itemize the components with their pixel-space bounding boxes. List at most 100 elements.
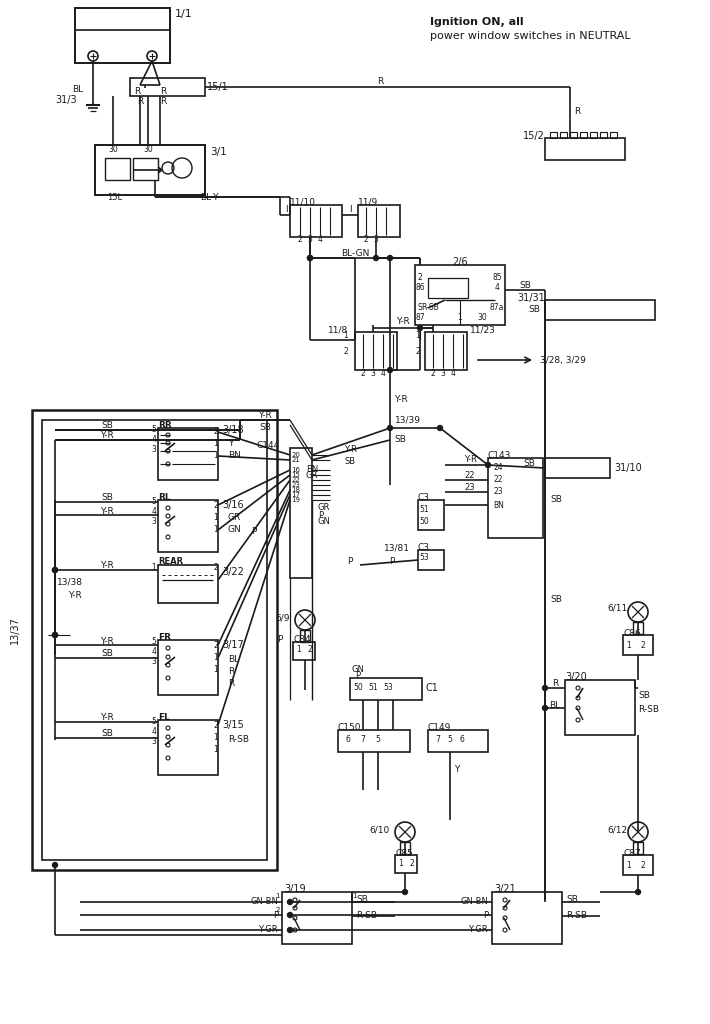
- Text: SB: SB: [101, 649, 113, 658]
- Text: 1: 1: [213, 525, 218, 535]
- Text: 1: 1: [213, 439, 218, 449]
- Bar: [158, 500, 218, 552]
- Bar: [42, 420, 267, 860]
- Circle shape: [542, 706, 547, 711]
- Text: GN-BN: GN-BN: [250, 897, 278, 906]
- Text: 11/10: 11/10: [290, 198, 316, 207]
- Text: 2: 2: [213, 563, 218, 572]
- Text: 5: 5: [151, 498, 156, 507]
- Text: P: P: [318, 511, 323, 519]
- Text: 3/22: 3/22: [222, 567, 244, 577]
- Circle shape: [53, 567, 58, 572]
- Text: 6: 6: [459, 735, 464, 744]
- Text: Y-R: Y-R: [344, 445, 356, 455]
- Text: 4: 4: [151, 727, 156, 736]
- Text: R-SB: R-SB: [421, 303, 439, 312]
- Text: 6/9: 6/9: [275, 613, 290, 623]
- Circle shape: [53, 862, 58, 867]
- Text: GR: GR: [318, 504, 330, 512]
- Text: 24: 24: [493, 464, 503, 472]
- Text: GN: GN: [228, 525, 241, 535]
- Text: 13/37: 13/37: [10, 616, 20, 644]
- Text: P: P: [347, 557, 353, 566]
- Text: 1: 1: [297, 645, 301, 654]
- Bar: [400, 842, 410, 854]
- Text: 3/20: 3/20: [565, 672, 586, 682]
- Text: Y-R: Y-R: [100, 637, 114, 645]
- Text: 2: 2: [410, 859, 415, 868]
- Text: 1: 1: [213, 513, 218, 522]
- Text: BL-GN: BL-GN: [341, 250, 369, 258]
- Bar: [395, 855, 417, 873]
- Text: 3: 3: [151, 657, 156, 667]
- Text: 31/3: 31/3: [55, 95, 77, 105]
- Text: GR: GR: [228, 513, 241, 522]
- Text: 23: 23: [292, 482, 300, 488]
- Text: 6: 6: [346, 735, 351, 744]
- Text: BL: BL: [228, 655, 239, 665]
- Bar: [290, 205, 342, 237]
- Bar: [355, 332, 397, 370]
- Text: 6/10: 6/10: [370, 825, 390, 835]
- Text: C86: C86: [623, 629, 640, 638]
- Text: 3/28, 3/29: 3/28, 3/29: [540, 355, 586, 365]
- Text: FR: FR: [158, 633, 171, 641]
- Text: 1: 1: [415, 332, 420, 341]
- Bar: [158, 640, 218, 695]
- Text: Y-R: Y-R: [394, 395, 408, 404]
- Bar: [75, 8, 170, 63]
- Bar: [488, 458, 543, 538]
- Text: 15L: 15L: [107, 193, 123, 202]
- Text: 13/38: 13/38: [57, 578, 83, 587]
- Text: C149: C149: [428, 724, 452, 732]
- Text: 15: 15: [292, 472, 300, 478]
- Text: R: R: [377, 78, 383, 86]
- Bar: [633, 622, 643, 634]
- Text: BL: BL: [550, 700, 561, 710]
- Text: SB: SB: [566, 896, 578, 904]
- Text: 1: 1: [213, 745, 218, 755]
- Text: 22: 22: [493, 475, 503, 484]
- Bar: [338, 730, 410, 752]
- Text: P: P: [390, 557, 395, 566]
- Text: R: R: [137, 96, 143, 105]
- Text: R: R: [228, 680, 234, 688]
- Text: 5: 5: [151, 638, 156, 646]
- Circle shape: [53, 633, 58, 638]
- Text: 50: 50: [419, 517, 429, 526]
- Text: 11/8: 11/8: [328, 326, 348, 335]
- Text: 1: 1: [275, 893, 280, 899]
- Text: 2: 2: [417, 272, 422, 282]
- Bar: [415, 265, 505, 325]
- Bar: [158, 565, 218, 603]
- Text: 3: 3: [307, 236, 312, 245]
- Bar: [600, 132, 607, 138]
- Text: 6/12: 6/12: [608, 825, 628, 835]
- Text: R-SB: R-SB: [228, 735, 249, 744]
- Text: P: P: [277, 636, 282, 644]
- Text: R-SB: R-SB: [638, 706, 659, 715]
- Text: 3: 3: [441, 370, 445, 379]
- Text: 87a: 87a: [490, 302, 504, 311]
- Text: 53: 53: [383, 683, 393, 692]
- Text: R-SB: R-SB: [356, 911, 377, 921]
- Text: 4: 4: [451, 370, 455, 379]
- Text: GN: GN: [318, 517, 331, 526]
- Text: R: R: [574, 108, 580, 117]
- Text: SB: SB: [528, 305, 540, 314]
- Text: 5: 5: [447, 735, 452, 744]
- Text: 4: 4: [317, 236, 322, 245]
- Text: 15/1: 15/1: [207, 82, 229, 92]
- Text: Y-R: Y-R: [100, 431, 114, 440]
- Text: BN: BN: [306, 466, 318, 474]
- Circle shape: [288, 899, 293, 904]
- Circle shape: [437, 426, 442, 430]
- Bar: [492, 892, 562, 944]
- Bar: [633, 842, 643, 854]
- Bar: [545, 458, 610, 478]
- Text: 1: 1: [343, 332, 348, 341]
- Bar: [105, 158, 130, 180]
- Circle shape: [307, 256, 312, 260]
- Text: 30: 30: [477, 313, 487, 323]
- Circle shape: [288, 928, 293, 933]
